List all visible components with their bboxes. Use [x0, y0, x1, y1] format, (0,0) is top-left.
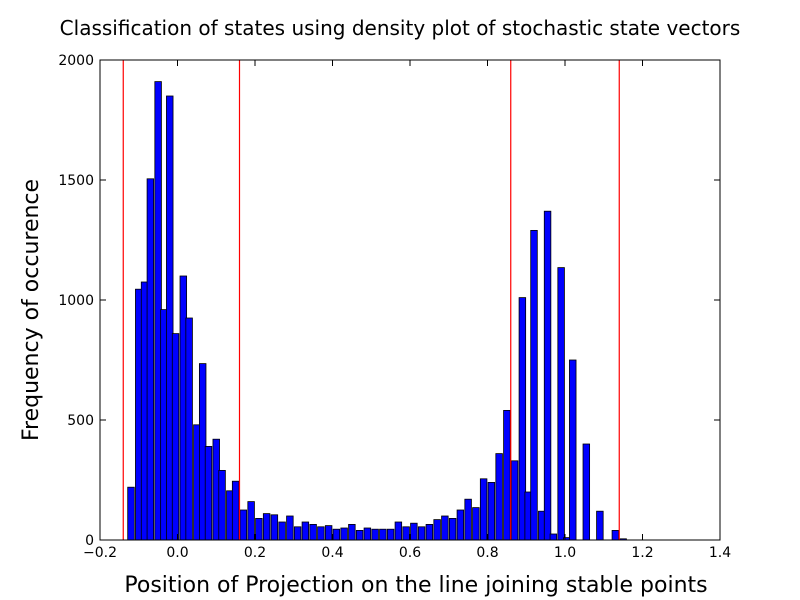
histogram-bar [218, 469, 226, 541]
histogram-bar [247, 501, 255, 541]
vlines-layer [122, 60, 620, 540]
histogram-bar [410, 522, 418, 541]
x-tick-label: 0.0 [166, 545, 188, 561]
histogram-bar [495, 453, 503, 541]
y-tick-label: 0 [85, 533, 94, 549]
histogram-bar [611, 530, 620, 541]
histogram-bar [348, 524, 356, 541]
histogram-bar [231, 480, 240, 541]
x-tick-label: 0.2 [244, 545, 266, 561]
histogram-bar [448, 518, 457, 541]
x-tick-label: 1.4 [709, 545, 731, 561]
histogram-bar [286, 515, 294, 541]
histogram-bar [278, 521, 286, 541]
histogram-bar [340, 527, 348, 541]
histogram-bar [379, 528, 387, 541]
histogram-bar [456, 509, 465, 541]
histogram-bar [543, 210, 552, 541]
histogram-bar [557, 267, 565, 541]
histogram-bar [569, 359, 577, 541]
histogram-bar [472, 507, 480, 541]
x-tick-label: 0.6 [399, 545, 421, 561]
histogram-bar [309, 524, 317, 541]
x-tick-label: 1.2 [631, 545, 653, 561]
histogram-bar [487, 481, 496, 541]
x-axis-label: Position of Projection on the line joini… [124, 573, 707, 598]
histogram-bar [355, 530, 364, 541]
histogram-bar [146, 178, 155, 541]
histogram-bar [301, 521, 310, 541]
y-tick-label: 2000 [58, 53, 94, 69]
histogram-bar [479, 478, 488, 541]
histogram-bar [255, 518, 263, 541]
histogram-bar [363, 527, 372, 541]
chart-title: Classification of states using density p… [60, 16, 741, 40]
histogram-bar [433, 519, 441, 541]
x-tick-label: 1.0 [554, 545, 576, 561]
histogram-bar [510, 460, 519, 541]
histogram-bar [503, 409, 511, 541]
histogram-bar [324, 525, 333, 541]
histogram-bar [402, 526, 410, 541]
ticks-layer: −0.2 0.0 0.2 0.4 0.6 0.8 1.0 1.2 1.4 0 500 1000 1500… [58, 53, 731, 561]
histogram-bar [441, 515, 449, 541]
histogram-bar [417, 526, 426, 541]
y-tick-label: 1000 [58, 293, 94, 309]
histogram-bar [171, 333, 180, 541]
histogram-bar [464, 498, 472, 541]
histogram-bar [530, 229, 538, 541]
histogram-bar [386, 528, 395, 541]
bars-layer [127, 81, 627, 541]
x-tick-label: 0.8 [476, 545, 498, 561]
histogram-bar [185, 317, 193, 541]
x-tick-label: −0.2 [83, 545, 117, 561]
y-tick-label: 500 [67, 413, 94, 429]
histogram-bar [262, 513, 271, 541]
histogram-bar [239, 509, 248, 541]
histogram-bar [293, 526, 302, 541]
plot-frame [99, 59, 721, 541]
histogram-bar [371, 528, 379, 541]
histogram-bar [332, 528, 341, 541]
histogram-bar [582, 443, 591, 541]
histogram-bar [425, 524, 434, 541]
x-tick-label: 0.4 [321, 545, 343, 561]
histogram-bar [394, 521, 403, 541]
y-tick-label: 1500 [58, 173, 94, 189]
histogram-bar [270, 514, 279, 541]
histogram-bar [127, 486, 135, 541]
y-axis-label: Frequency of occurence [19, 179, 44, 441]
histogram-bar [596, 510, 604, 541]
histogram-bar [549, 533, 558, 541]
histogram-bar [317, 526, 325, 541]
histogram-bar [204, 445, 213, 541]
